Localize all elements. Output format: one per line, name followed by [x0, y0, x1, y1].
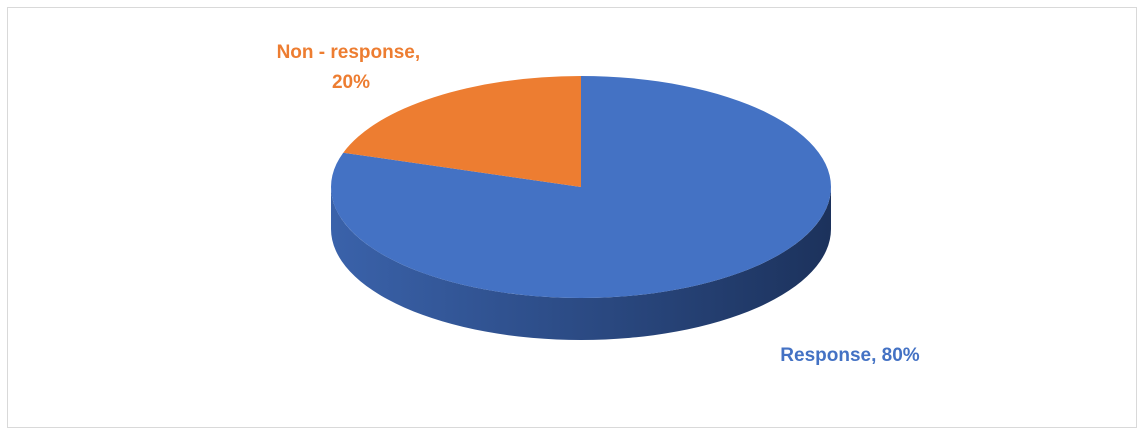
pie-side-response: [331, 187, 831, 340]
pie-slice-non-response: [343, 76, 581, 187]
chart-area: Response, 80% Non - response, 20%: [7, 7, 1137, 428]
pie-chart: Response, 80% Non - response, 20%: [277, 42, 920, 366]
data-label-non-response: Non - response, 20%: [277, 42, 426, 93]
data-label-response: Response, 80%: [780, 345, 919, 366]
